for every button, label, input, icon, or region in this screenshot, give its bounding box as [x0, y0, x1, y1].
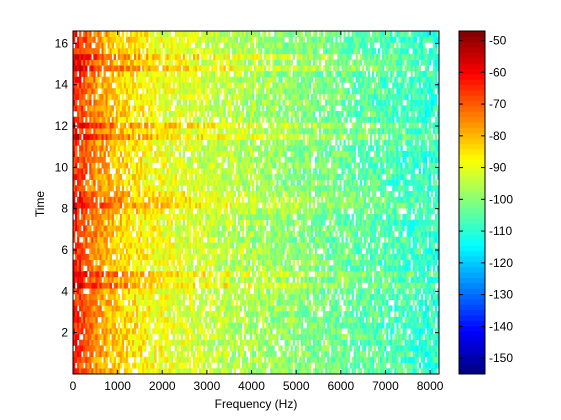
colorbar-tick-label: -120 — [489, 256, 513, 270]
y-tick-label: 16 — [55, 36, 69, 50]
colorbar-tick-label: -140 — [489, 319, 513, 333]
y-tick-label: 14 — [55, 78, 69, 92]
x-axis: 0 1000 2000 3000 4000 5000 6000 7000 8000 — [70, 31, 444, 393]
colorbar-tick-label: -50 — [489, 34, 507, 48]
y-axis: 2 4 6 8 10 12 14 16 — [55, 36, 439, 340]
y-tick-label: 8 — [61, 202, 68, 216]
colorbar-tick-label: -100 — [489, 192, 513, 206]
colorbar-axis: -50 -60 -70 -80 -90 -100 -110 -120 -130 -140 -150 — [459, 34, 513, 365]
x-tick-label: 1000 — [104, 379, 131, 393]
y-tick-label: 2 — [61, 326, 68, 340]
colorbar — [458, 30, 486, 375]
colorbar-tick-label: -80 — [489, 129, 507, 143]
y-tick-label: 4 — [61, 284, 68, 298]
spectrogram-heatmap — [73, 31, 440, 375]
y-tick-label: 10 — [55, 160, 69, 174]
plot-frame — [72, 30, 440, 375]
colorbar-tick-label: -60 — [489, 65, 507, 79]
x-tick-label: 8000 — [417, 379, 444, 393]
x-axis-label: Frequency (Hz) — [215, 397, 298, 411]
x-tick-label: 5000 — [283, 379, 310, 393]
colorbar-tick-label: -130 — [489, 288, 513, 302]
colorbar-tick-label: -70 — [489, 97, 507, 111]
y-axis-label: Time — [33, 191, 47, 218]
x-tick-label: 2000 — [149, 379, 176, 393]
x-tick-label: 7000 — [372, 379, 399, 393]
x-tick-label: 0 — [70, 379, 77, 393]
colorbar-tick-label: -150 — [489, 351, 513, 365]
y-tick-label: 12 — [55, 119, 69, 133]
colorbar-tick-label: -90 — [489, 161, 507, 175]
x-tick-label: 6000 — [327, 379, 354, 393]
x-tick-label: 4000 — [238, 379, 265, 393]
x-tick-label: 3000 — [194, 379, 221, 393]
colorbar-tick-label: -110 — [489, 224, 512, 238]
y-tick-label: 6 — [61, 243, 68, 257]
